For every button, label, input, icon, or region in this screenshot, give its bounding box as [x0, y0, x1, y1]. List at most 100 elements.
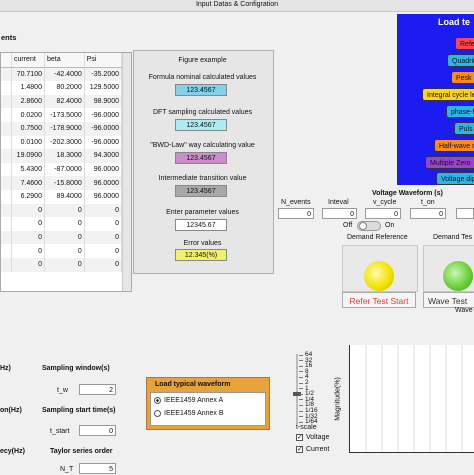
cell [1, 189, 12, 204]
header-cell: beta [44, 53, 85, 68]
test-button[interactable]: Voltage dip [436, 172, 474, 185]
slider-tick-label: 16 [305, 362, 313, 370]
toggle-switch[interactable] [357, 221, 381, 231]
slider-tick-label: 1/16 [305, 407, 318, 414]
cell: 0 [84, 230, 123, 245]
test-button[interactable]: Refe [455, 37, 474, 50]
field-label: DFT sampling calculated values [152, 109, 253, 116]
cell: 82.4000 [44, 94, 85, 109]
value-box[interactable]: 12345.67 [175, 219, 227, 231]
value-box: 123.4567 [175, 119, 227, 131]
cell: 89.4000 [44, 189, 85, 204]
input-box[interactable] [456, 208, 474, 219]
start-button[interactable]: Wave Test [423, 292, 474, 308]
cell: 70.7100 [11, 67, 45, 82]
table-row: 0.0100 -202.3000 -96.0000 [1, 135, 123, 150]
side-label: ecy(Hz) [0, 448, 25, 455]
scrollbar [122, 53, 131, 291]
cell: 0 [84, 244, 123, 258]
cell: 0 [11, 203, 45, 218]
slider-track [296, 354, 298, 424]
section-title: Voltage Waveform (s) [372, 190, 443, 197]
input-box[interactable]: 0 [278, 208, 314, 219]
slider-tick [299, 354, 303, 356]
switch-off-label: Off [343, 222, 353, 229]
y-axis-label: Magnitude(%) [334, 377, 342, 421]
test-button[interactable]: Half-wave re [434, 139, 474, 152]
input-box[interactable]: 5 [79, 463, 116, 474]
checkbox-checked[interactable]: ✓ [296, 446, 303, 453]
input-box[interactable]: 0 [322, 208, 357, 219]
cell: 129.5000 [84, 81, 123, 95]
input-box[interactable]: 0 [79, 425, 116, 436]
table-row: 6.2900 89.4000 96.0000 [1, 189, 123, 204]
cell: 1.4800 [11, 81, 45, 95]
field-label: Inteval [328, 199, 349, 206]
slider-tick [299, 393, 303, 395]
test-button[interactable]: Multiple Zero [425, 156, 474, 169]
cell: -42.4000 [44, 67, 85, 82]
cell: 0 [44, 230, 85, 245]
cell: 0 [84, 257, 123, 272]
field-label: Formula nominal calculated values [148, 74, 257, 81]
switch-on-label: On [385, 222, 395, 229]
slider-tick-label: 64 [305, 351, 313, 358]
test-button[interactable]: Integral cycle lea [422, 88, 474, 101]
value-box: 123.4567 [175, 185, 227, 197]
table-row: 0.7500 -178.9000 -96.0000 [1, 121, 123, 136]
input-box[interactable]: 0 [410, 208, 446, 219]
panel-title: Load te [438, 17, 471, 27]
cell [1, 94, 12, 109]
cell [1, 149, 12, 163]
field-label: v_cycle [373, 199, 397, 206]
cell: 80.2000 [44, 81, 85, 95]
slider-tick [299, 399, 303, 401]
side-label: Hz) [0, 365, 11, 372]
test-button[interactable]: phase-f [446, 105, 474, 118]
start-button[interactable]: Refer Test Start [342, 292, 416, 308]
test-button[interactable]: Quadrit [447, 54, 474, 67]
value-box: 12.345(%) [175, 249, 227, 261]
input-box[interactable]: 2 [79, 384, 116, 395]
slider-tick-label: 1/4 [305, 395, 315, 403]
value-box: 123.4567 [175, 152, 227, 164]
slider-tick-label: 1 [305, 384, 309, 392]
test-button[interactable]: Puls [454, 122, 474, 135]
slider-tick-label: 8 [305, 367, 309, 375]
checkbox-checked[interactable]: ✓ [296, 434, 303, 441]
side-label: on(Hz) [0, 407, 22, 414]
load-test-panel: Load te Refe Quadrit Pesk Integral cycle… [397, 14, 474, 185]
cell: 0 [11, 257, 45, 272]
cell [1, 203, 12, 218]
cell: 0 [44, 244, 85, 258]
slider-tick-label: 1/64 [305, 418, 318, 426]
slider-tick-label: 1/8 [305, 401, 315, 409]
cell: 0 [84, 217, 123, 231]
cell [1, 217, 12, 231]
input-box[interactable]: 0 [365, 208, 401, 219]
wave-lamp [443, 261, 473, 291]
radio-selected[interactable] [154, 397, 161, 404]
panel-title: Figure example [178, 57, 227, 64]
group-title: Sampling window(s) [42, 365, 110, 372]
table-row: 2.8600 82.4000 98.9000 [1, 94, 123, 109]
cell [1, 67, 12, 82]
table-row: 19.0900 18.3000 94.3000 [1, 149, 123, 163]
checkbox-label: Voltage [306, 434, 330, 441]
slider-thumb[interactable] [293, 392, 301, 396]
slider-tick [299, 360, 303, 362]
group-title: Taylor series order [50, 448, 113, 455]
cell [1, 135, 12, 150]
cell: 96.0000 [84, 162, 123, 177]
cell: -178.9000 [44, 121, 85, 136]
cell: 0 [11, 230, 45, 245]
cell: 96.0000 [84, 189, 123, 204]
cell: 98.9000 [84, 94, 123, 109]
slider-tick-label: 4 [305, 373, 309, 381]
radio[interactable] [154, 410, 161, 417]
reference-lamp [364, 261, 394, 291]
test-button[interactable]: Pesk [451, 71, 474, 84]
cell: 2.8600 [11, 94, 45, 109]
